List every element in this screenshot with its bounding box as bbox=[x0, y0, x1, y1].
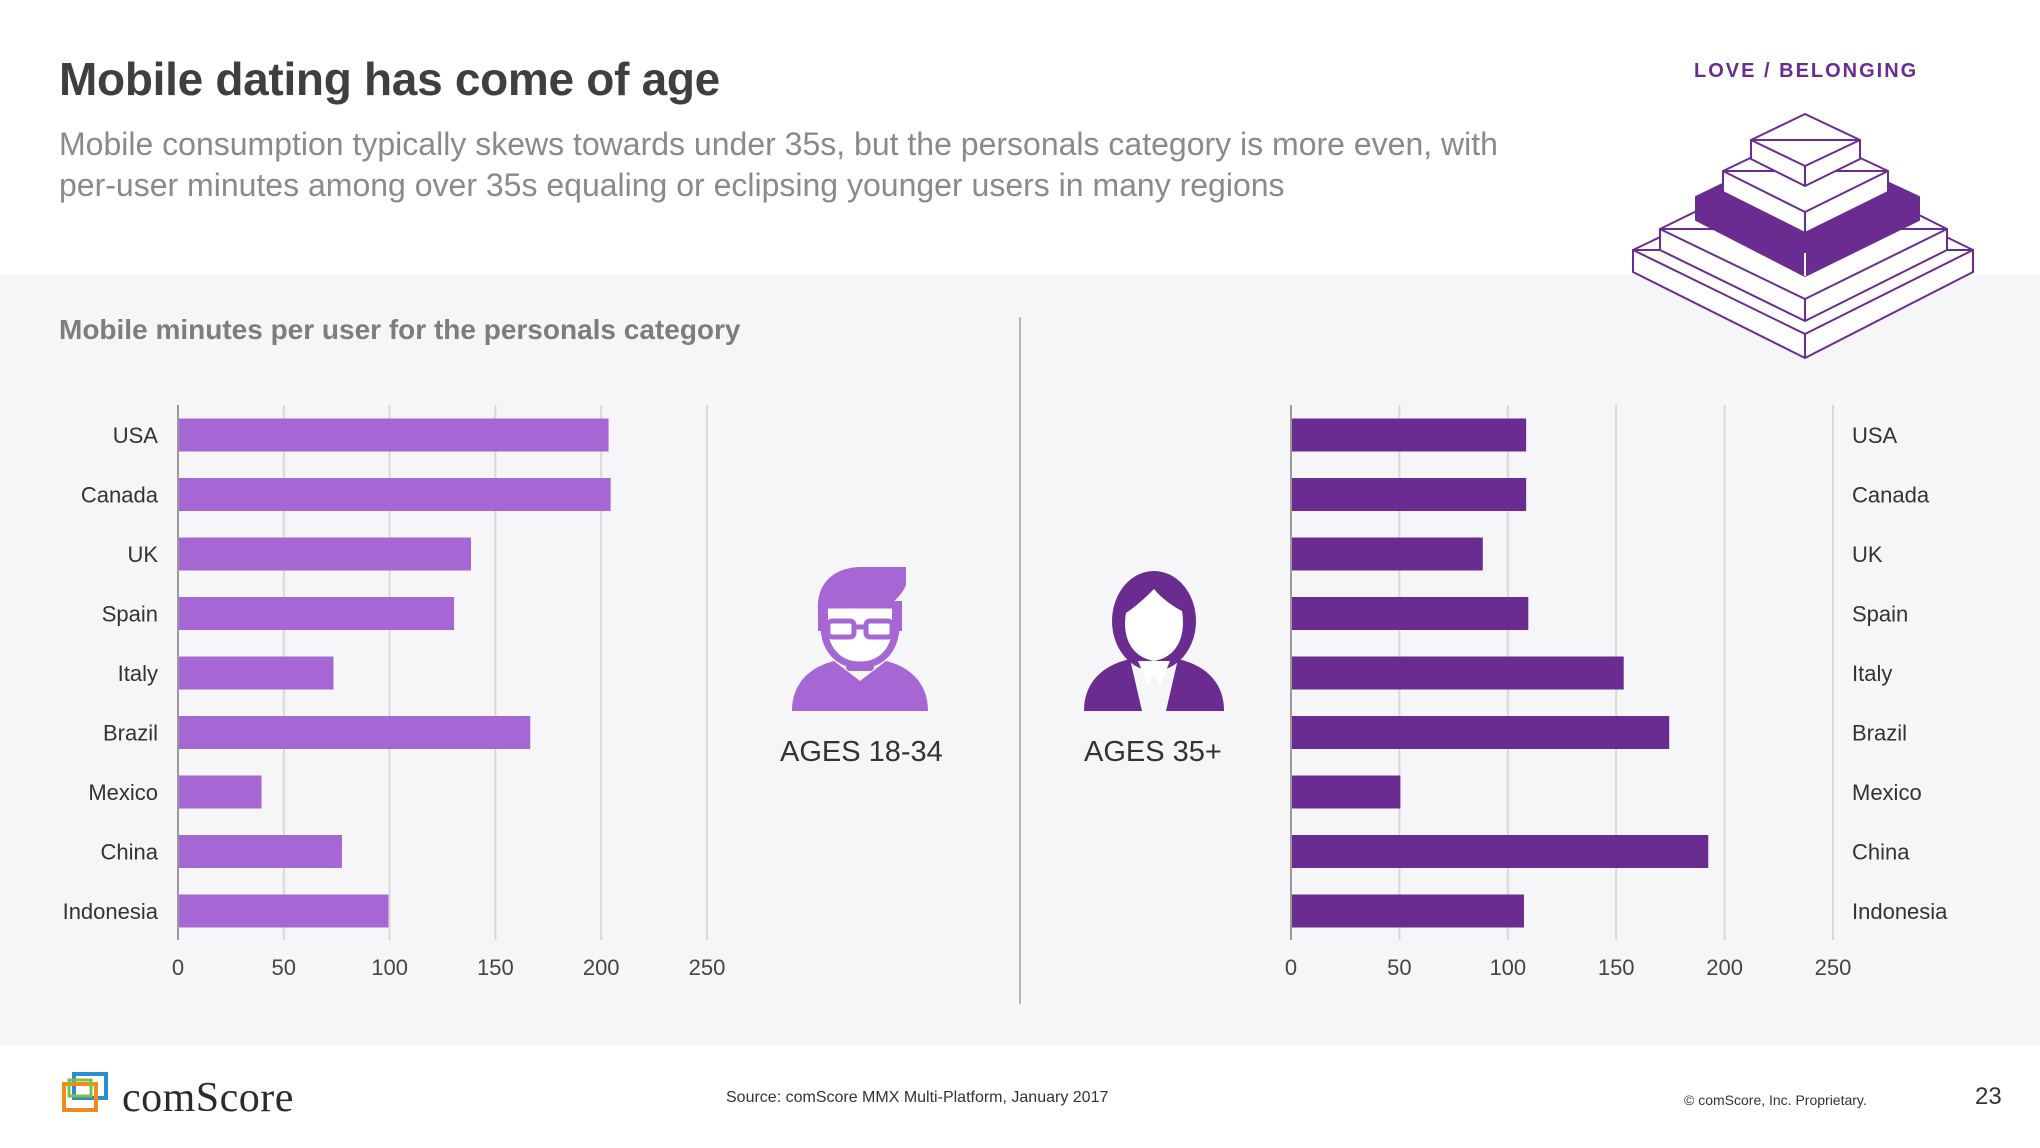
bar-italy bbox=[179, 656, 334, 690]
x-tick-label: 0 bbox=[172, 955, 184, 980]
category-label: China bbox=[101, 840, 159, 865]
category-label: China bbox=[1852, 840, 1910, 865]
bar-brazil bbox=[1292, 716, 1670, 749]
bar-canada bbox=[1292, 478, 1527, 511]
category-label: LOVE / BELONGING bbox=[1694, 60, 1919, 82]
older-age-label: AGES 35+ bbox=[1084, 736, 1222, 768]
category-label: Indonesia bbox=[63, 899, 159, 924]
bar-spain bbox=[1292, 597, 1529, 630]
young-user-icon bbox=[792, 567, 928, 711]
chart-ages-35-plus: 0 50 100 150 200 250 USA Canada UK Spain Italy Braz… bbox=[1285, 405, 1948, 980]
comscore-logo-icon bbox=[62, 1072, 108, 1112]
x-tick-label: 150 bbox=[477, 955, 514, 980]
x-tick-label: 250 bbox=[689, 955, 726, 980]
category-label: Spain bbox=[102, 602, 158, 627]
category-label: Mexico bbox=[1852, 780, 1922, 805]
category-label: Mexico bbox=[88, 780, 158, 805]
x-tick-label: 0 bbox=[1285, 955, 1297, 980]
bar-spain bbox=[179, 597, 455, 630]
bar-china bbox=[179, 835, 342, 868]
bar-italy bbox=[1292, 656, 1624, 690]
category-label: Italy bbox=[1852, 661, 1892, 686]
bar-uk bbox=[179, 537, 472, 571]
x-tick-label: 50 bbox=[272, 955, 296, 980]
chart-divider bbox=[1019, 317, 1021, 1004]
category-label: Brazil bbox=[1852, 721, 1907, 746]
bar-china bbox=[1292, 835, 1709, 868]
bar-mexico bbox=[1292, 775, 1401, 809]
x-tick-label: 200 bbox=[1706, 955, 1743, 980]
page-title: Mobile dating has come of age bbox=[59, 53, 720, 105]
x-tick-label: 250 bbox=[1815, 955, 1852, 980]
category-label: UK bbox=[1852, 542, 1883, 567]
chart-title: Mobile minutes per user for the personal… bbox=[59, 314, 741, 345]
category-label: Brazil bbox=[103, 721, 158, 746]
page-number: 23 bbox=[1975, 1083, 2002, 1110]
bar-usa bbox=[1292, 418, 1527, 452]
category-label: Italy bbox=[118, 661, 158, 686]
older-user-icon bbox=[1084, 571, 1224, 711]
category-label: Canada bbox=[1852, 483, 1930, 508]
bar-indonesia bbox=[1292, 894, 1524, 928]
category-label: USA bbox=[113, 423, 159, 448]
x-tick-label: 100 bbox=[371, 955, 408, 980]
comscore-logo-text: comScore bbox=[122, 1075, 294, 1121]
category-label: Spain bbox=[1852, 602, 1908, 627]
bar-brazil bbox=[179, 716, 531, 749]
copyright-note: © comScore, Inc. Proprietary. bbox=[1684, 1092, 1867, 1108]
bar-usa bbox=[179, 418, 609, 452]
source-note: Source: comScore MMX Multi-Platform, Jan… bbox=[726, 1089, 1109, 1106]
bar-mexico bbox=[179, 775, 262, 809]
bar-canada bbox=[179, 478, 611, 511]
category-label: UK bbox=[127, 542, 158, 567]
x-tick-label: 150 bbox=[1598, 955, 1635, 980]
x-tick-label: 200 bbox=[583, 955, 620, 980]
x-tick-label: 50 bbox=[1387, 955, 1411, 980]
category-label: USA bbox=[1852, 423, 1898, 448]
chart-ages-18-34: 0 50 100 150 200 250 USA Canada UK Spain Italy Braz… bbox=[63, 405, 726, 980]
page-subtitle: Mobile consumption typically skews towar… bbox=[59, 126, 1498, 203]
pyramid-icon bbox=[1632, 113, 1974, 359]
bar-indonesia bbox=[179, 894, 389, 928]
category-label: Indonesia bbox=[1852, 899, 1948, 924]
x-tick-label: 100 bbox=[1489, 955, 1526, 980]
category-label: Canada bbox=[81, 483, 159, 508]
bar-uk bbox=[1292, 537, 1483, 571]
young-age-label: AGES 18-34 bbox=[780, 736, 943, 768]
